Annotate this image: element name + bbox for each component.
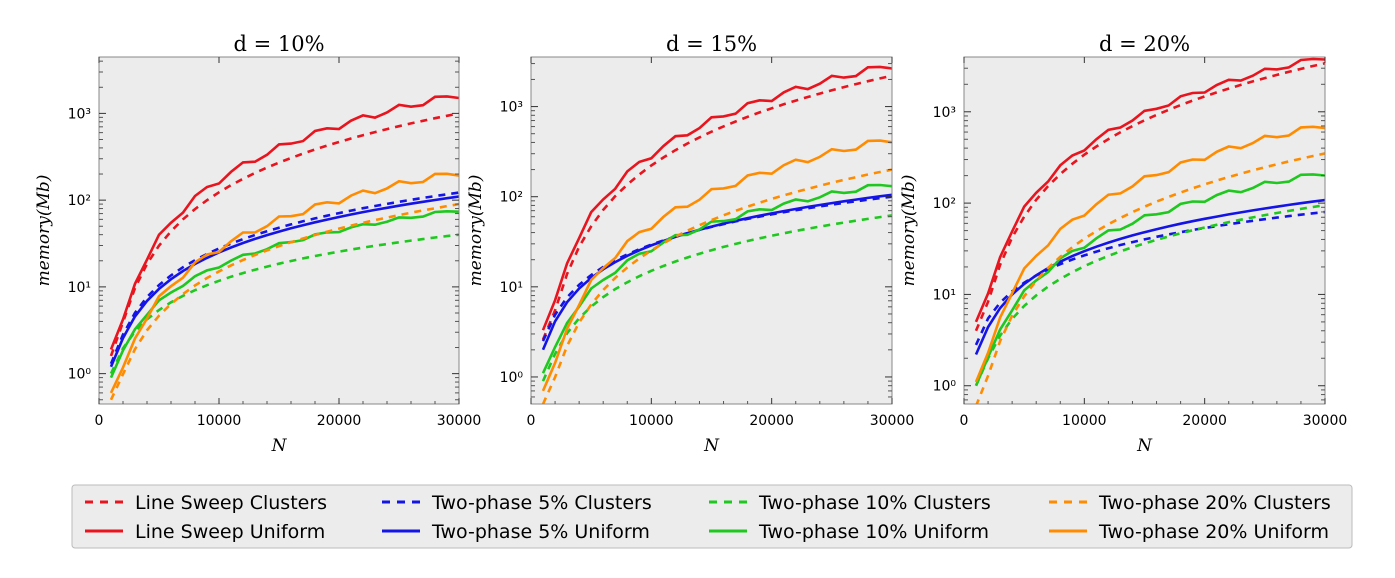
x-tick-label: 0 [95, 413, 104, 429]
series-line-two-phase-20-uniform [109, 172, 459, 394]
y-axis-label: memory(Mb) [466, 175, 486, 287]
y-tick-label: 10¹ [68, 280, 91, 296]
x-tick-label: 30000 [870, 413, 915, 429]
panel-1: 0 10000 20000 30000 10⁰ 10¹ 10² 10³ d = 10% Nmemo… [34, 32, 481, 456]
y-tick-label: 10³ [68, 106, 91, 122]
series-line-line-sweep-clusters [974, 62, 1325, 332]
y-tick-label: 10¹ [933, 287, 956, 303]
legend-label: Two-phase 5% Clusters [431, 492, 652, 514]
series-group [109, 95, 459, 401]
series-line-two-phase-10-uniform [541, 183, 892, 374]
x-tick-label: 0 [527, 413, 536, 429]
legend-label: Two-phase 20% Clusters [1098, 492, 1331, 514]
x-axis-label: N [1136, 436, 1153, 456]
series-line-two-phase-20-uniform [974, 125, 1325, 383]
series-line-two-phase-10-clusters [974, 203, 1325, 387]
series-line-two-phase-20-clusters [975, 152, 1325, 404]
x-axis-label: N [271, 436, 288, 456]
series-line-line-sweep-uniform [974, 57, 1325, 323]
x-tick-label: 30000 [437, 413, 482, 429]
legend-label: Two-phase 20% Uniform [1098, 521, 1329, 543]
y-tick-label: 10⁰ [500, 370, 524, 386]
x-tick-label: 10000 [629, 413, 674, 429]
y-tick-label: 10³ [500, 100, 523, 116]
series-line-line-sweep-uniform [541, 65, 892, 331]
y-tick-label: 10² [500, 190, 523, 206]
x-tick-label: 0 [960, 413, 969, 429]
series-line-line-sweep-clusters [541, 74, 892, 341]
panel-title: d = 10% [233, 32, 324, 56]
series-group [541, 65, 892, 404]
series-group [974, 57, 1325, 404]
y-tick-label: 10³ [933, 105, 956, 121]
legend-label: Two-phase 10% Uniform [758, 521, 989, 543]
panel-title: d = 20% [1099, 32, 1190, 56]
legend-label: Line Sweep Uniform [135, 521, 325, 543]
legend-label: Two-phase 10% Clusters [758, 492, 991, 514]
y-tick-label: 10² [68, 193, 91, 209]
legend-label: Line Sweep Clusters [135, 492, 327, 514]
x-tick-label: 10000 [197, 413, 242, 429]
panel-2: 0 10000 20000 30000 10⁰ 10¹ 10² 10³ d = 15% Nmemo… [466, 32, 914, 456]
plot-area [531, 57, 892, 404]
plot-frame [98, 56, 460, 405]
x-tick-label: 30000 [1303, 413, 1348, 429]
series-line-line-sweep-clusters [109, 112, 459, 357]
series-line-two-phase-5-uniform [974, 198, 1325, 356]
series-line-two-phase-5-clusters [109, 191, 459, 365]
plot-frame [530, 56, 893, 405]
x-tick-label: 20000 [749, 413, 794, 429]
panel-title: d = 15% [666, 32, 757, 56]
x-tick-label: 10000 [1062, 413, 1107, 429]
series-line-line-sweep-uniform [109, 95, 459, 350]
y-tick-label: 10¹ [500, 280, 523, 296]
x-tick-label: 20000 [317, 413, 362, 429]
series-line-two-phase-10-uniform [974, 173, 1325, 387]
series-line-two-phase-20-uniform [541, 139, 892, 392]
x-tick-label: 20000 [1182, 413, 1227, 429]
y-tick-label: 10⁰ [68, 367, 92, 383]
chart-panels: 0 10000 20000 30000 10⁰ 10¹ 10² 10³ d = 10% Nmemo… [34, 32, 1347, 456]
series-line-two-phase-10-uniform [109, 209, 459, 379]
legend: Line Sweep Clusters Line Sweep Uniform Two… [71, 484, 1353, 549]
y-tick-label: 10⁰ [933, 379, 957, 395]
legend-label: Two-phase 5% Uniform [431, 521, 650, 543]
panel-3: 0 10000 20000 30000 10⁰ 10¹ 10² 10³ d = 20% Nmemo… [899, 32, 1347, 456]
series-line-two-phase-10-clusters [109, 233, 459, 375]
y-axis-label: memory(Mb) [899, 175, 919, 287]
series-line-two-phase-5-uniform [109, 195, 459, 368]
y-tick-label: 10² [933, 196, 956, 212]
y-axis-label: memory(Mb) [34, 175, 54, 287]
x-axis-label: N [703, 436, 720, 456]
plot-area [964, 57, 1325, 404]
series-line-two-phase-20-clusters [541, 168, 892, 404]
